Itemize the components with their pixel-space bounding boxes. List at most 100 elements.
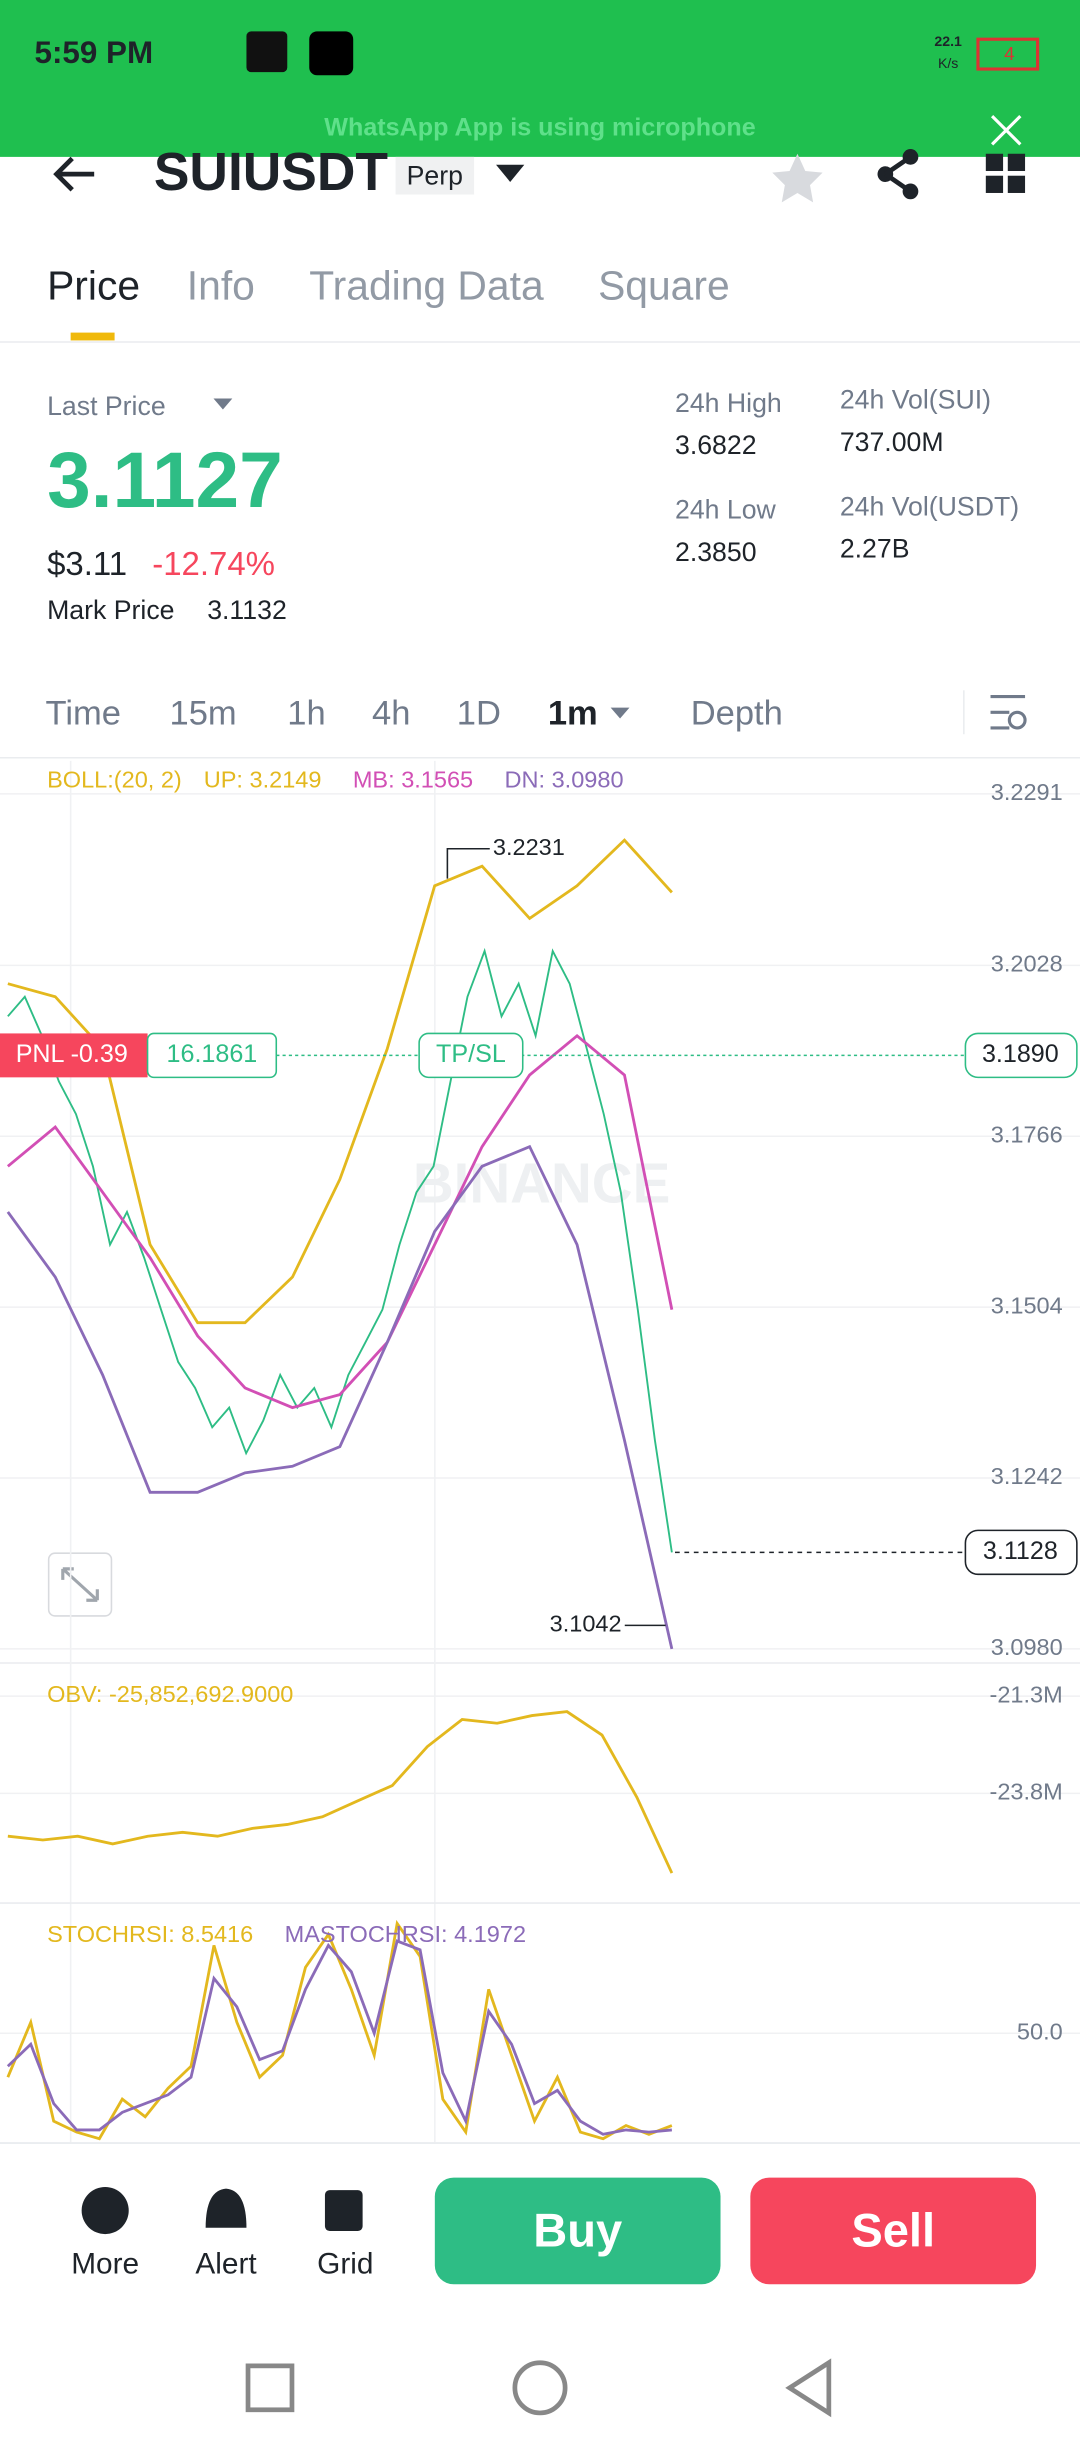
high-label: 24h High bbox=[675, 388, 782, 418]
tab[interactable]: Trading Data bbox=[309, 262, 544, 308]
y-tick-label: 3.1242 bbox=[991, 1463, 1063, 1489]
vol-sui: 737.00M bbox=[840, 427, 944, 457]
usd-price: $3.11 bbox=[47, 545, 127, 582]
y-tick-label: 3.2028 bbox=[991, 951, 1063, 977]
tab[interactable]: Price bbox=[47, 262, 140, 308]
interval-dropdown[interactable] bbox=[610, 707, 630, 719]
last-price: 3.1127 bbox=[47, 436, 283, 524]
series-line bbox=[7, 947, 673, 1553]
change: -12.74% bbox=[152, 545, 275, 582]
speed: 22.1 bbox=[934, 33, 962, 49]
high-marker bbox=[446, 847, 490, 879]
y-tick-label: 50.0 bbox=[1017, 2018, 1063, 2044]
position-price-tag bbox=[964, 1032, 1078, 1079]
action-label[interactable]: Alert bbox=[195, 2247, 257, 2280]
battery-level: 4 bbox=[1004, 43, 1014, 64]
alert-icon[interactable] bbox=[205, 2188, 247, 2228]
y-tick-label: 3.0980 bbox=[991, 1634, 1063, 1660]
time: 5:59 PM bbox=[35, 35, 154, 70]
mark-price: 3.1132 bbox=[207, 595, 287, 625]
pnl: PNL -0.39 bbox=[16, 1040, 128, 1068]
interval[interactable]: Time bbox=[46, 695, 121, 733]
interval[interactable]: 1m bbox=[548, 695, 598, 733]
tpsl-tag[interactable] bbox=[418, 1032, 524, 1079]
interval[interactable]: 4h bbox=[372, 695, 410, 733]
series-line bbox=[6, 1033, 674, 1410]
y-tick-label: -21.3M bbox=[990, 1681, 1063, 1707]
nav-home[interactable] bbox=[512, 2360, 568, 2416]
y-tick-label: 3.2291 bbox=[991, 779, 1063, 805]
nav-back[interactable] bbox=[785, 2358, 832, 2418]
nav-recents[interactable] bbox=[245, 2363, 295, 2413]
watermark: BINANCE bbox=[413, 1152, 670, 1215]
legend-entry: MASTOCHRSI: 4.1972 bbox=[285, 1921, 526, 1947]
battery bbox=[976, 37, 1040, 71]
back[interactable] bbox=[53, 156, 95, 192]
entry: 16.1861 bbox=[167, 1040, 258, 1068]
legend-entry: DN: 3.0980 bbox=[505, 767, 624, 793]
sell[interactable]: Sell bbox=[851, 2204, 935, 2257]
menu[interactable] bbox=[985, 153, 1026, 193]
legend-entry: OBV: -25,852,692.9000 bbox=[47, 1681, 293, 1707]
last-price-label: Last Price bbox=[47, 391, 166, 421]
share[interactable] bbox=[877, 149, 919, 200]
entry-tag bbox=[146, 1032, 278, 1079]
mark-price-label: Mark Price bbox=[47, 595, 174, 625]
tab[interactable]: Square bbox=[598, 262, 730, 308]
action-label[interactable]: Grid bbox=[317, 2247, 373, 2280]
expand[interactable] bbox=[47, 1552, 113, 1617]
y-tick-label: 3.1766 bbox=[991, 1121, 1063, 1147]
interval[interactable]: 1D bbox=[457, 695, 501, 733]
interval[interactable]: Depth bbox=[691, 695, 783, 733]
symbol-dropdown[interactable] bbox=[496, 164, 525, 182]
expand-icon bbox=[61, 1567, 99, 1602]
position-price: 3.1890 bbox=[982, 1040, 1059, 1068]
series-line bbox=[6, 1919, 673, 2141]
series-line bbox=[6, 1939, 672, 2136]
vol-sui-label: 24h Vol(SUI) bbox=[840, 385, 991, 415]
close-notice[interactable] bbox=[990, 114, 1022, 146]
series-line bbox=[7, 838, 673, 1325]
legend-entry: MB: 3.1565 bbox=[353, 767, 473, 793]
app-icon bbox=[309, 31, 354, 76]
y-tick-label: -23.8M bbox=[990, 1779, 1063, 1805]
high-annotation: 3.2231 bbox=[493, 834, 565, 860]
low-annotation: 3.1042 bbox=[550, 1611, 622, 1637]
interval[interactable]: 1h bbox=[287, 695, 325, 733]
tab-indicator bbox=[70, 332, 115, 341]
buy[interactable]: Buy bbox=[533, 2204, 622, 2257]
more-icon[interactable] bbox=[81, 2187, 129, 2235]
tab[interactable]: Info bbox=[187, 262, 255, 308]
low: 2.3850 bbox=[675, 537, 757, 567]
grid-icon[interactable] bbox=[324, 2190, 363, 2231]
vol-usdt-label: 24h Vol(USDT) bbox=[840, 491, 1019, 521]
linkedin-icon bbox=[246, 31, 288, 73]
pnl-tag bbox=[0, 1033, 148, 1078]
speed-unit: K/s bbox=[938, 55, 958, 71]
sell-button[interactable] bbox=[750, 2177, 1037, 2285]
tag: Perp bbox=[407, 160, 463, 190]
buy-button[interactable] bbox=[434, 2177, 721, 2285]
legend-title: BOLL:(20, 2) bbox=[47, 767, 182, 793]
legend-entry: STOCHRSI: 8.5416 bbox=[47, 1921, 253, 1947]
current-price: 3.1128 bbox=[983, 1537, 1058, 1565]
status-bar bbox=[0, 0, 1080, 157]
current-price-tag bbox=[964, 1529, 1078, 1576]
legend-entry: UP: 3.2149 bbox=[204, 767, 322, 793]
low-label: 24h Low bbox=[675, 495, 777, 525]
action-label[interactable]: More bbox=[71, 2247, 139, 2280]
tag-bg bbox=[395, 156, 475, 195]
symbol[interactable]: SUIUSDT bbox=[154, 143, 389, 202]
last-price-dropdown[interactable] bbox=[213, 398, 233, 410]
high: 3.6822 bbox=[675, 430, 757, 460]
vol-usdt: 2.27B bbox=[840, 534, 910, 564]
interval[interactable]: 15m bbox=[170, 695, 237, 733]
mic-notice: WhatsApp App is using microphone bbox=[324, 113, 755, 141]
y-tick-label: 3.1504 bbox=[991, 1292, 1063, 1318]
favorite[interactable] bbox=[772, 153, 823, 203]
chart-settings[interactable] bbox=[990, 695, 1027, 730]
series-line bbox=[7, 1710, 674, 1874]
series-line bbox=[6, 1144, 674, 1650]
tpsl[interactable]: TP/SL bbox=[436, 1040, 506, 1068]
